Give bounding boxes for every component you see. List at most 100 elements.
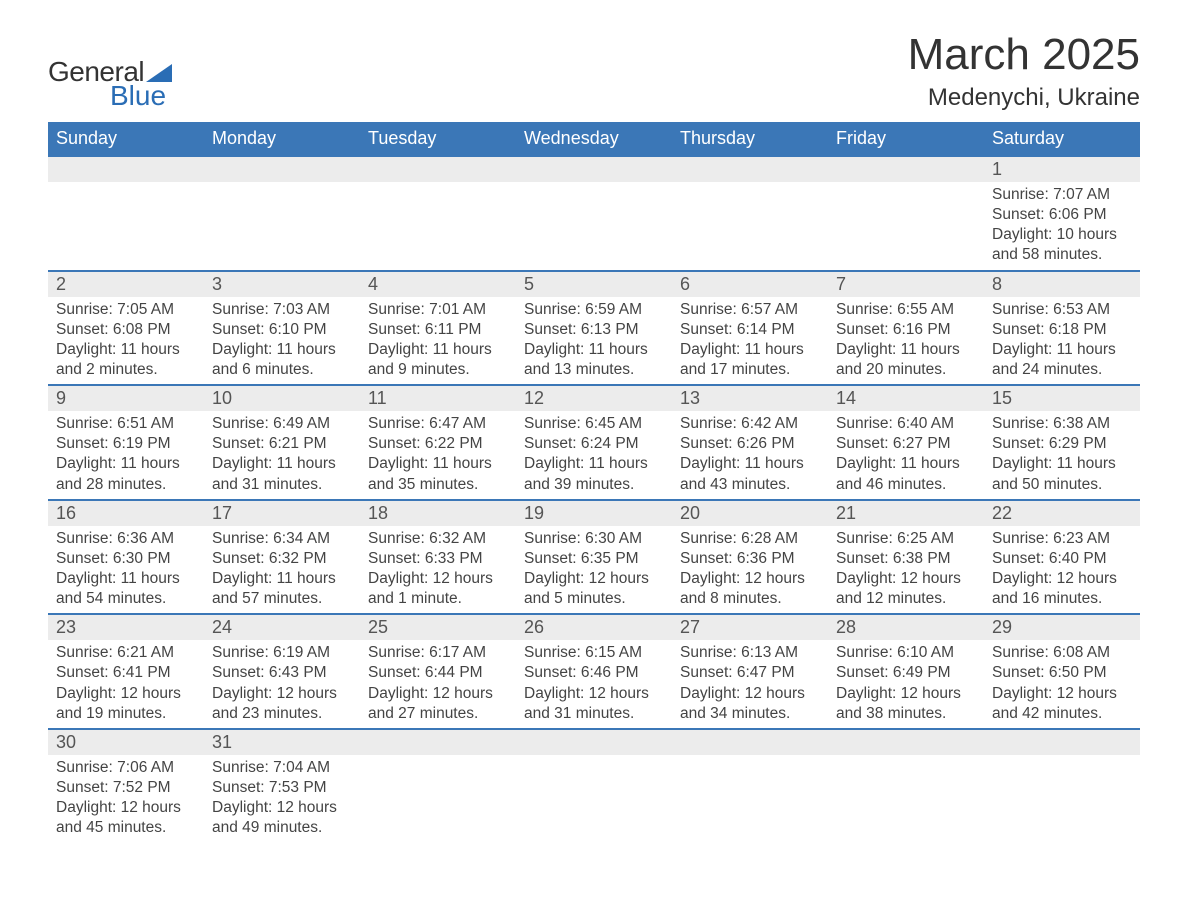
- day-of-week-header: Saturday: [984, 122, 1140, 156]
- day-data-cell: Sunrise: 7:06 AMSunset: 7:52 PMDaylight:…: [48, 755, 204, 843]
- sunrise-line: Sunrise: 6:17 AM: [368, 643, 508, 663]
- date-cell: 28: [828, 614, 984, 640]
- calendar-table: SundayMondayTuesdayWednesdayThursdayFrid…: [48, 122, 1140, 842]
- daylight-line: Daylight: 12 hours and 42 minutes.: [992, 684, 1132, 724]
- brand-logo: General Blue: [48, 30, 172, 110]
- data-row: Sunrise: 6:51 AMSunset: 6:19 PMDaylight:…: [48, 411, 1140, 500]
- daylight-line: Daylight: 11 hours and 28 minutes.: [56, 454, 196, 494]
- daylight-line: Daylight: 11 hours and 13 minutes.: [524, 340, 664, 380]
- day-data-cell: Sunrise: 6:21 AMSunset: 6:41 PMDaylight:…: [48, 640, 204, 729]
- day-data-cell: Sunrise: 6:19 AMSunset: 6:43 PMDaylight:…: [204, 640, 360, 729]
- sunset-line: Sunset: 6:13 PM: [524, 320, 664, 340]
- day-data-cell: Sunrise: 6:08 AMSunset: 6:50 PMDaylight:…: [984, 640, 1140, 729]
- daylight-line: Daylight: 11 hours and 50 minutes.: [992, 454, 1132, 494]
- day-data-cell: Sunrise: 7:05 AMSunset: 6:08 PMDaylight:…: [48, 297, 204, 386]
- day-of-week-header: Sunday: [48, 122, 204, 156]
- day-data-cell: Sunrise: 7:03 AMSunset: 6:10 PMDaylight:…: [204, 297, 360, 386]
- sunrise-line: Sunrise: 6:55 AM: [836, 300, 976, 320]
- day-data-cell: [360, 755, 516, 843]
- date-cell: 6: [672, 271, 828, 297]
- date-cell: 2: [48, 271, 204, 297]
- sunset-line: Sunset: 6:40 PM: [992, 549, 1132, 569]
- day-of-week-row: SundayMondayTuesdayWednesdayThursdayFrid…: [48, 122, 1140, 156]
- sunset-line: Sunset: 6:44 PM: [368, 663, 508, 683]
- sunset-line: Sunset: 6:38 PM: [836, 549, 976, 569]
- date-cell: 5: [516, 271, 672, 297]
- date-cell: 19: [516, 500, 672, 526]
- daylight-line: Daylight: 12 hours and 49 minutes.: [212, 798, 352, 838]
- date-cell: 27: [672, 614, 828, 640]
- date-cell: 8: [984, 271, 1140, 297]
- daylight-line: Daylight: 11 hours and 2 minutes.: [56, 340, 196, 380]
- date-cell: 16: [48, 500, 204, 526]
- sunrise-line: Sunrise: 7:04 AM: [212, 758, 352, 778]
- sunset-line: Sunset: 6:10 PM: [212, 320, 352, 340]
- sunrise-line: Sunrise: 6:42 AM: [680, 414, 820, 434]
- date-cell: 10: [204, 385, 360, 411]
- daylight-line: Daylight: 12 hours and 1 minute.: [368, 569, 508, 609]
- sunset-line: Sunset: 6:06 PM: [992, 205, 1132, 225]
- daylight-line: Daylight: 12 hours and 19 minutes.: [56, 684, 196, 724]
- day-data-cell: Sunrise: 6:13 AMSunset: 6:47 PMDaylight:…: [672, 640, 828, 729]
- sunset-line: Sunset: 6:30 PM: [56, 549, 196, 569]
- day-data-cell: Sunrise: 6:55 AMSunset: 6:16 PMDaylight:…: [828, 297, 984, 386]
- sunrise-line: Sunrise: 6:19 AM: [212, 643, 352, 663]
- day-data-cell: Sunrise: 6:17 AMSunset: 6:44 PMDaylight:…: [360, 640, 516, 729]
- day-data-cell: Sunrise: 6:53 AMSunset: 6:18 PMDaylight:…: [984, 297, 1140, 386]
- daylight-line: Daylight: 12 hours and 45 minutes.: [56, 798, 196, 838]
- daylight-line: Daylight: 10 hours and 58 minutes.: [992, 225, 1132, 265]
- date-cell: 23: [48, 614, 204, 640]
- day-data-cell: Sunrise: 7:07 AMSunset: 6:06 PMDaylight:…: [984, 182, 1140, 271]
- daylight-line: Daylight: 12 hours and 34 minutes.: [680, 684, 820, 724]
- sunset-line: Sunset: 6:50 PM: [992, 663, 1132, 683]
- sunrise-line: Sunrise: 6:28 AM: [680, 529, 820, 549]
- sunset-line: Sunset: 6:14 PM: [680, 320, 820, 340]
- date-cell: [672, 729, 828, 755]
- daylight-line: Daylight: 12 hours and 27 minutes.: [368, 684, 508, 724]
- day-data-cell: Sunrise: 6:45 AMSunset: 6:24 PMDaylight:…: [516, 411, 672, 500]
- brand-word-2: Blue: [48, 82, 172, 110]
- date-cell: 22: [984, 500, 1140, 526]
- daylight-line: Daylight: 11 hours and 17 minutes.: [680, 340, 820, 380]
- sunset-line: Sunset: 6:33 PM: [368, 549, 508, 569]
- sunrise-line: Sunrise: 6:21 AM: [56, 643, 196, 663]
- date-cell: 15: [984, 385, 1140, 411]
- day-data-cell: [516, 182, 672, 271]
- sunset-line: Sunset: 6:41 PM: [56, 663, 196, 683]
- sunrise-line: Sunrise: 6:34 AM: [212, 529, 352, 549]
- sunrise-line: Sunrise: 6:32 AM: [368, 529, 508, 549]
- date-cell: 4: [360, 271, 516, 297]
- title-block: March 2025 Medenychi, Ukraine: [908, 30, 1140, 112]
- daylight-line: Daylight: 12 hours and 12 minutes.: [836, 569, 976, 609]
- daylight-line: Daylight: 12 hours and 31 minutes.: [524, 684, 664, 724]
- day-data-cell: Sunrise: 6:36 AMSunset: 6:30 PMDaylight:…: [48, 526, 204, 615]
- data-row: Sunrise: 7:06 AMSunset: 7:52 PMDaylight:…: [48, 755, 1140, 843]
- day-data-cell: Sunrise: 6:30 AMSunset: 6:35 PMDaylight:…: [516, 526, 672, 615]
- sunset-line: Sunset: 6:35 PM: [524, 549, 664, 569]
- daylight-line: Daylight: 12 hours and 8 minutes.: [680, 569, 820, 609]
- date-row: 2345678: [48, 271, 1140, 297]
- day-of-week-header: Friday: [828, 122, 984, 156]
- month-title: March 2025: [908, 30, 1140, 80]
- daylight-line: Daylight: 11 hours and 54 minutes.: [56, 569, 196, 609]
- date-cell: [48, 156, 204, 182]
- sunset-line: Sunset: 6:11 PM: [368, 320, 508, 340]
- sunset-line: Sunset: 6:36 PM: [680, 549, 820, 569]
- sunrise-line: Sunrise: 7:07 AM: [992, 185, 1132, 205]
- date-cell: 20: [672, 500, 828, 526]
- date-cell: [360, 729, 516, 755]
- sunset-line: Sunset: 6:27 PM: [836, 434, 976, 454]
- date-cell: [516, 156, 672, 182]
- sunset-line: Sunset: 6:46 PM: [524, 663, 664, 683]
- sunrise-line: Sunrise: 6:38 AM: [992, 414, 1132, 434]
- date-cell: 3: [204, 271, 360, 297]
- day-data-cell: Sunrise: 6:10 AMSunset: 6:49 PMDaylight:…: [828, 640, 984, 729]
- daylight-line: Daylight: 12 hours and 5 minutes.: [524, 569, 664, 609]
- daylight-line: Daylight: 11 hours and 46 minutes.: [836, 454, 976, 494]
- daylight-line: Daylight: 11 hours and 20 minutes.: [836, 340, 976, 380]
- date-cell: [828, 729, 984, 755]
- day-of-week-header: Thursday: [672, 122, 828, 156]
- day-data-cell: Sunrise: 6:25 AMSunset: 6:38 PMDaylight:…: [828, 526, 984, 615]
- sunset-line: Sunset: 6:43 PM: [212, 663, 352, 683]
- daylight-line: Daylight: 11 hours and 9 minutes.: [368, 340, 508, 380]
